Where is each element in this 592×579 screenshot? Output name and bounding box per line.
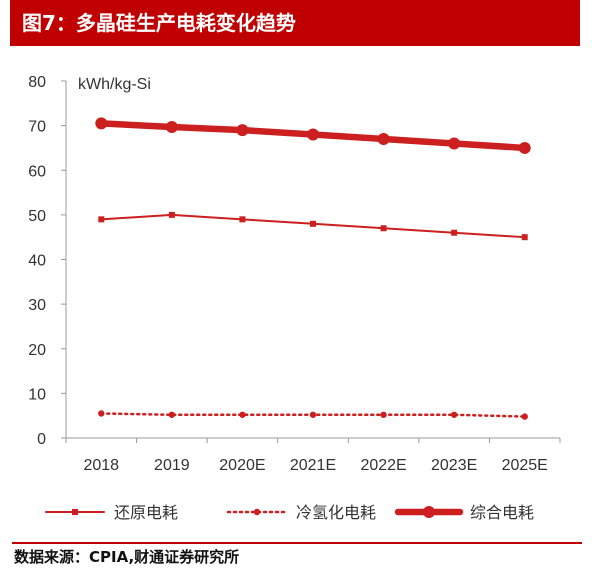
legend-swatch-marker (72, 509, 78, 515)
chart-area: 0 10 20 30 40 50 60 70 80 2018 2019 2020E 2021E 2022E… (0, 46, 592, 536)
data-point (165, 120, 178, 133)
footer-divider (12, 542, 582, 544)
source-note: 数据来源：CPIA,财通证券研究所 (14, 548, 240, 566)
data-point (307, 128, 319, 141)
data-point (309, 411, 317, 418)
x-tick-label: 2022E (360, 457, 406, 474)
legend-swatch-marker (423, 506, 435, 518)
data-point (239, 216, 246, 223)
y-tick-label: 0 (37, 431, 46, 448)
data-point (448, 137, 461, 150)
y-tick-label: 70 (28, 119, 46, 136)
data-point (168, 411, 176, 418)
legend-label: 综合电耗 (470, 503, 534, 522)
chart-title-bar: 图7：多晶硅生产电耗变化趋势 (10, 0, 580, 46)
data-point (450, 411, 458, 418)
legend-swatch-marker (253, 508, 261, 516)
data-point (239, 411, 246, 418)
legend-label: 还原电耗 (114, 503, 178, 522)
x-tick-label: 2025E (502, 457, 548, 474)
chart-title: 图7：多晶硅生产电耗变化趋势 (22, 11, 296, 35)
line-chart: 0 10 20 30 40 50 60 70 80 2018 2019 2020E 2021E 2022E… (28, 74, 561, 522)
data-point (310, 220, 316, 227)
y-tick-label: 80 (28, 74, 46, 91)
data-point (380, 411, 387, 418)
data-point (521, 234, 528, 241)
data-point (518, 141, 531, 154)
x-tick-label: 2019 (154, 457, 190, 474)
y-axis-unit-label: kWh/kg-Si (78, 76, 151, 93)
legend-label: 冷氢化电耗 (296, 503, 376, 522)
y-tick-label: 60 (28, 163, 46, 180)
x-tick-label: 2020E (219, 457, 265, 474)
data-point (98, 216, 105, 223)
y-tick-label: 50 (28, 208, 46, 225)
y-tick-label: 30 (28, 297, 46, 314)
x-tick-label: 2021E (290, 457, 336, 474)
y-tick-label: 20 (28, 342, 46, 359)
data-point (95, 117, 108, 130)
data-point (380, 225, 387, 232)
data-point (236, 124, 249, 137)
data-point (168, 211, 175, 218)
x-tick-label: 2023E (431, 457, 477, 474)
data-point (521, 413, 528, 420)
data-point (98, 410, 105, 417)
data-point (377, 133, 390, 146)
x-tick-label: 2018 (83, 457, 119, 474)
y-tick-label: 40 (28, 253, 46, 270)
y-tick-label: 10 (28, 386, 46, 403)
data-point (451, 229, 458, 236)
